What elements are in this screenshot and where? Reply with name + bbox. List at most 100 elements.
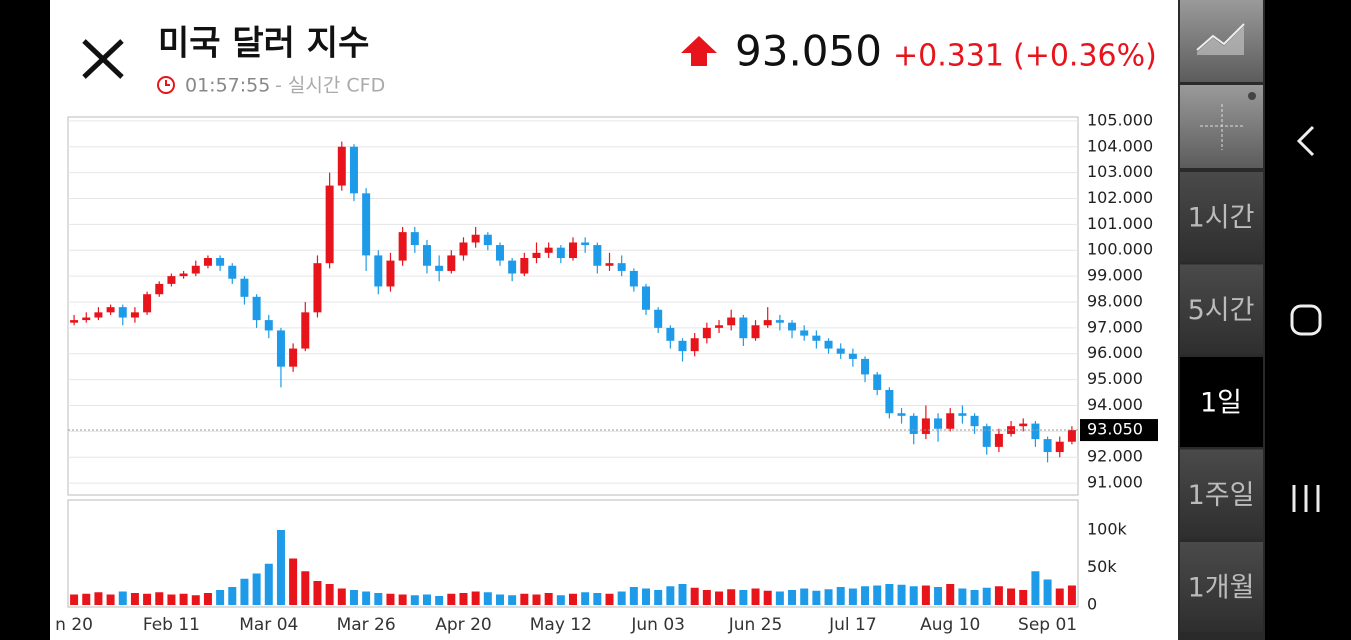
x-tick-label: Apr 20 (435, 615, 491, 635)
candle-body (130, 312, 139, 318)
volume-bar (422, 594, 431, 605)
volume-bar (374, 593, 383, 605)
candle-body (483, 234, 492, 246)
candle-body (94, 312, 103, 318)
volume-bar (982, 587, 991, 605)
candle-body (836, 348, 845, 354)
y-tick-label: 100k (1087, 520, 1128, 539)
y-tick-label: 103.000 (1087, 162, 1153, 181)
interval-button[interactable] (1180, 172, 1263, 262)
back-button[interactable] (1296, 125, 1315, 157)
clock-icon (157, 76, 175, 94)
volume-bar (240, 578, 249, 605)
y-tick-label: 102.000 (1087, 188, 1153, 207)
app-area (50, 0, 1178, 640)
candle-body (581, 242, 590, 246)
candle-body (970, 415, 979, 427)
volume-bar (946, 584, 955, 605)
candle-body (763, 320, 772, 326)
volume-bar (556, 595, 565, 605)
candle-body (727, 317, 736, 326)
close-button[interactable] (82, 39, 124, 79)
candle-body (264, 320, 273, 331)
candle-body (715, 325, 724, 328)
volume-panel (67, 499, 1079, 608)
candle-body (325, 185, 334, 264)
candle-body (1007, 426, 1016, 434)
volume-bar (398, 594, 407, 605)
candle-body (301, 312, 310, 349)
volume-bar (593, 593, 602, 605)
candle-body (666, 327, 675, 341)
volume-bar (459, 593, 468, 605)
volume-bar (155, 592, 164, 605)
volume-bar (690, 587, 699, 605)
x-tick-label: n 20 (55, 615, 93, 635)
nav-bar (1265, 0, 1351, 640)
volume-bar (179, 593, 188, 605)
candle-body (569, 242, 577, 259)
volume-bar (435, 596, 444, 605)
volume-bar (203, 593, 212, 605)
y-tick-label: 0 (1087, 595, 1097, 614)
volume-bar (739, 590, 748, 605)
source: - 실시간 CFD (275, 75, 385, 97)
y-tick-label: 96.000 (1087, 343, 1143, 362)
volume-bar (471, 591, 480, 605)
candle-body (374, 255, 383, 287)
interval-button[interactable] (1180, 357, 1263, 447)
candle-body (994, 433, 1003, 447)
candle-body (337, 146, 346, 186)
change-pct: (+0.36%) (1013, 39, 1157, 74)
candle-body (228, 265, 237, 279)
candle-body (179, 273, 188, 277)
volume-bar (970, 590, 979, 605)
candle-body (495, 245, 504, 261)
volume-bar (800, 588, 809, 605)
candle-body (203, 258, 212, 266)
left-edge (0, 0, 50, 640)
y-tick-label: 99.000 (1087, 266, 1143, 285)
price: 93.050 (735, 27, 882, 76)
x-tick-label: Jul 17 (828, 615, 877, 635)
interval-label: 1일 (1200, 388, 1242, 419)
volume-bar (751, 588, 760, 605)
volume-bar (763, 590, 772, 605)
interval-button[interactable] (1180, 264, 1263, 355)
volume-bar (702, 590, 711, 605)
candle-body (909, 415, 918, 434)
x-tick-label: Jun 03 (630, 615, 685, 635)
candle-body (410, 232, 419, 246)
y-tick-label: 91.000 (1087, 473, 1143, 492)
candle-body (544, 247, 553, 253)
candle-body (958, 413, 967, 416)
candle-body (252, 296, 261, 321)
volume-bar (313, 581, 322, 605)
interval-button[interactable] (1180, 542, 1263, 632)
candle-body (520, 258, 529, 274)
volume-bar (642, 588, 651, 605)
interval-label: 1개월 (1188, 573, 1255, 604)
crosshair-button[interactable] (1180, 85, 1263, 168)
change: +0.331 (893, 39, 1004, 74)
candle-body (118, 307, 127, 318)
candle-body (1055, 441, 1064, 453)
candle-body (289, 348, 298, 367)
candle-body (690, 338, 699, 352)
candle-body (313, 263, 322, 313)
home-button[interactable] (1290, 304, 1322, 336)
recents-button[interactable] (1292, 485, 1320, 512)
volume-bar (447, 593, 456, 605)
candle-body (1031, 423, 1040, 440)
y-tick-label: 105.000 (1087, 110, 1153, 129)
candle-body (459, 242, 468, 256)
candle-body (873, 374, 882, 390)
volume-bar (520, 593, 529, 605)
volume-bar (569, 593, 577, 605)
interval-button[interactable] (1180, 449, 1263, 540)
candle-body (897, 413, 906, 416)
interval-label: 1시간 (1188, 203, 1255, 234)
volume-bar (994, 586, 1003, 605)
chart-type-button[interactable] (1180, 0, 1263, 82)
candle-body (155, 283, 164, 295)
